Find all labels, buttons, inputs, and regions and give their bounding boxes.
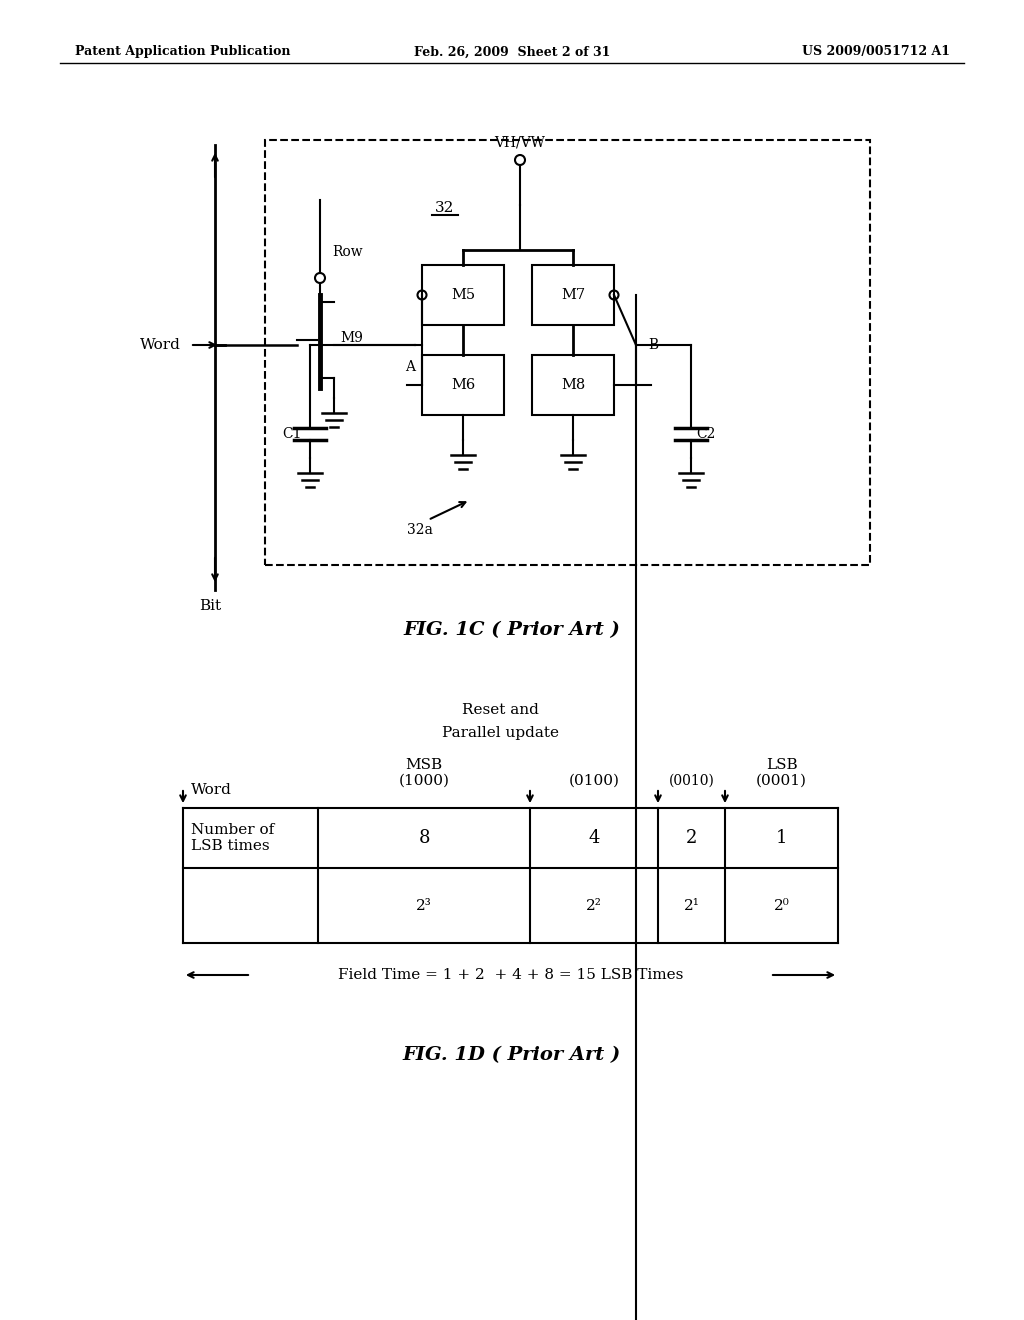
Text: 2⁰: 2⁰ [773, 899, 790, 912]
Text: Word: Word [191, 784, 231, 797]
Text: M5: M5 [451, 288, 475, 302]
Text: Reset and: Reset and [462, 704, 539, 717]
Text: FIG. 1C ( Prior Art ): FIG. 1C ( Prior Art ) [403, 620, 621, 639]
Text: (0001): (0001) [756, 774, 807, 788]
Text: FIG. 1D ( Prior Art ): FIG. 1D ( Prior Art ) [402, 1045, 622, 1064]
Text: Row: Row [332, 246, 362, 259]
Text: M8: M8 [561, 378, 585, 392]
Text: 2: 2 [686, 829, 697, 847]
Text: VH/VW: VH/VW [495, 136, 546, 150]
Text: Parallel update: Parallel update [441, 726, 558, 741]
Text: A: A [406, 360, 415, 374]
Text: (0010): (0010) [669, 774, 715, 788]
Text: C2: C2 [696, 426, 716, 441]
Text: B: B [648, 338, 658, 352]
Text: MSB: MSB [406, 758, 442, 772]
Text: (0100): (0100) [568, 774, 620, 788]
Text: 2²: 2² [586, 899, 602, 912]
Text: M9: M9 [340, 331, 362, 345]
Text: M7: M7 [561, 288, 585, 302]
Text: 32a: 32a [408, 523, 433, 537]
Text: 1: 1 [776, 829, 787, 847]
Text: 2³: 2³ [416, 899, 432, 912]
Text: 8: 8 [418, 829, 430, 847]
Text: Word: Word [139, 338, 180, 352]
Text: Number of
LSB times: Number of LSB times [191, 822, 274, 853]
Bar [532, 355, 614, 414]
Text: (1000): (1000) [398, 774, 450, 788]
Bar [422, 265, 504, 325]
Text: 32: 32 [435, 201, 455, 215]
Text: LSB: LSB [766, 758, 798, 772]
Bar [532, 265, 614, 325]
Text: Patent Application Publication: Patent Application Publication [75, 45, 291, 58]
Text: Bit: Bit [199, 599, 221, 612]
Text: C1: C1 [282, 426, 301, 441]
Text: US 2009/0051712 A1: US 2009/0051712 A1 [802, 45, 950, 58]
Text: Field Time = 1 + 2  + 4 + 8 = 15 LSB Times: Field Time = 1 + 2 + 4 + 8 = 15 LSB Time… [338, 968, 683, 982]
Bar [422, 355, 504, 414]
Text: 4: 4 [589, 829, 600, 847]
Text: 2¹: 2¹ [684, 899, 699, 912]
Text: Feb. 26, 2009  Sheet 2 of 31: Feb. 26, 2009 Sheet 2 of 31 [414, 45, 610, 58]
Bar [265, 140, 870, 565]
Text: M6: M6 [451, 378, 475, 392]
